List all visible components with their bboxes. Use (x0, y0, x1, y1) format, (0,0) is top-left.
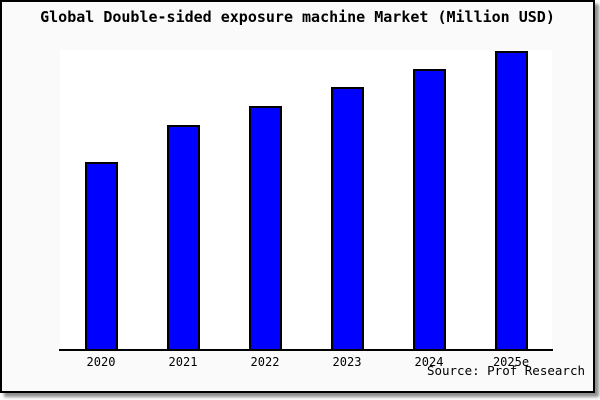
bar-2022 (249, 106, 282, 351)
chart-window: Global Double-sided exposure machine Mar… (0, 0, 595, 393)
x-tick-label-2022: 2022 (250, 355, 280, 369)
plot-area (60, 50, 552, 351)
bar-2024 (413, 69, 446, 351)
x-tick-label-2023: 2023 (332, 355, 362, 369)
bar-2021 (167, 125, 200, 351)
bar-2020 (85, 162, 118, 351)
x-tick-label-2021: 2021 (168, 355, 198, 369)
bar-2023 (331, 87, 364, 351)
bar-2025e (495, 51, 528, 351)
x-axis-line (59, 349, 553, 351)
x-tick-label-2020: 2020 (86, 355, 116, 369)
chart-title: Global Double-sided exposure machine Mar… (40, 8, 555, 26)
source-credit: Source: Prof Research (426, 363, 585, 378)
